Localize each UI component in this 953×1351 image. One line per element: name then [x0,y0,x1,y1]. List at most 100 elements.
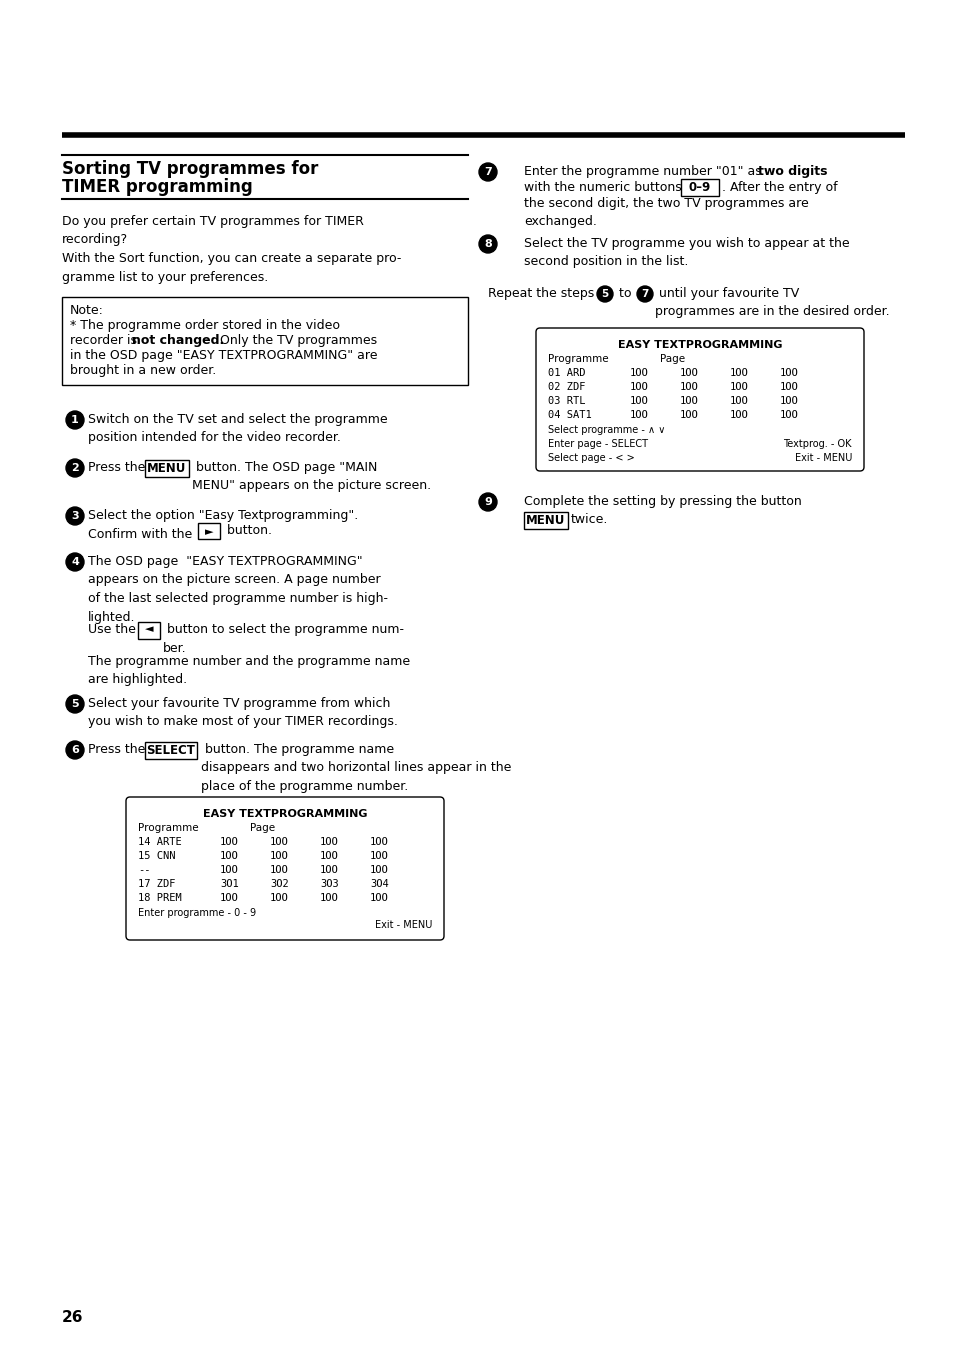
FancyBboxPatch shape [126,797,443,940]
Text: 7: 7 [483,168,492,177]
Circle shape [637,286,652,303]
Text: . After the entry of: . After the entry of [721,181,837,195]
Circle shape [597,286,613,303]
Text: 9: 9 [483,497,492,507]
Text: Programme: Programme [138,823,198,834]
Circle shape [66,694,84,713]
Text: 1OO: 1OO [780,409,798,420]
Text: Only the TV programmes: Only the TV programmes [215,334,376,347]
Text: 1OO: 1OO [629,367,648,378]
Bar [145,459,189,477]
Text: 5: 5 [71,698,79,709]
Text: 3O4: 3O4 [370,880,388,889]
Text: 14 ARTE: 14 ARTE [138,838,182,847]
Circle shape [66,507,84,526]
Text: 1OO: 1OO [679,409,698,420]
Text: Select your favourite TV programme from which
you wish to make most of your TIME: Select your favourite TV programme from … [88,697,397,728]
Text: 1OO: 1OO [319,865,338,875]
Text: button. The programme name
disappears and two horizontal lines appear in the
pla: button. The programme name disappears an… [201,743,511,793]
Text: ►: ► [205,527,213,536]
Text: 1OO: 1OO [270,838,289,847]
Text: until your favourite TV
programmes are in the desired order.: until your favourite TV programmes are i… [655,286,889,319]
Text: 1OO: 1OO [629,409,648,420]
Text: 7: 7 [640,289,648,299]
Text: two digits: two digits [758,165,826,178]
Text: to: to [615,286,635,300]
Text: Switch on the TV set and select the programme
position intended for the video re: Switch on the TV set and select the prog… [88,413,387,444]
Text: recorder is: recorder is [70,334,141,347]
Text: button. The OSD page "MAIN
MENU" appears on the picture screen.: button. The OSD page "MAIN MENU" appears… [192,461,431,493]
Text: Select the option "Easy Textprogramming".
Confirm with the: Select the option "Easy Textprogramming"… [88,509,358,540]
Text: * The programme order stored in the video: * The programme order stored in the vide… [70,319,339,332]
Text: Complete the setting by pressing the button: Complete the setting by pressing the but… [523,494,801,508]
Text: not changed.: not changed. [132,334,224,347]
Text: Enter programme - 0 - 9: Enter programme - 0 - 9 [138,908,255,917]
Text: SELECT: SELECT [147,744,195,757]
Text: 1OO: 1OO [629,396,648,407]
Text: 3O1: 3O1 [220,880,238,889]
Text: 1OO: 1OO [780,367,798,378]
Text: MENU: MENU [147,462,187,476]
Text: EASY TEXTPROGRAMMING: EASY TEXTPROGRAMMING [618,340,781,350]
Bar [523,512,567,530]
Circle shape [478,235,497,253]
Text: Select page - < >: Select page - < > [547,453,634,463]
Text: 1OO: 1OO [220,838,238,847]
Text: Press the: Press the [88,461,150,474]
Text: in the OSD page "EASY TEXTPROGRAMMING" are: in the OSD page "EASY TEXTPROGRAMMING" a… [70,349,377,362]
Text: MENU: MENU [526,513,565,527]
Bar [198,523,220,539]
Text: 1OO: 1OO [780,396,798,407]
Text: Select the TV programme you wish to appear at the
second position in the list.: Select the TV programme you wish to appe… [523,236,849,269]
Text: Enter page - SELECT: Enter page - SELECT [547,439,647,449]
Text: Page: Page [250,823,274,834]
Bar [138,621,160,639]
Text: twice.: twice. [571,513,608,526]
Text: Repeat the steps: Repeat the steps [488,286,598,300]
Text: 1OO: 1OO [270,893,289,902]
Text: Textprog. - OK: Textprog. - OK [782,439,851,449]
Text: The programme number and the programme name
are highlighted.: The programme number and the programme n… [88,655,410,686]
Text: 26: 26 [62,1310,84,1325]
Text: 1OO: 1OO [679,382,698,392]
Text: Note:: Note: [70,304,104,317]
Bar [145,742,196,759]
Text: Enter the programme number "01" as: Enter the programme number "01" as [523,165,765,178]
Text: the second digit, the two TV programmes are
exchanged.: the second digit, the two TV programmes … [523,197,808,228]
Bar [680,178,719,196]
Text: 15 CNN: 15 CNN [138,851,175,861]
Circle shape [66,411,84,430]
Text: 2: 2 [71,463,79,473]
Circle shape [478,493,497,511]
Text: Programme: Programme [547,354,608,363]
Text: 1OO: 1OO [319,893,338,902]
Text: button to select the programme num-
ber.: button to select the programme num- ber. [163,623,403,654]
Text: 1OO: 1OO [780,382,798,392]
Text: brought in a new order.: brought in a new order. [70,363,216,377]
Text: 1: 1 [71,415,79,426]
Text: 1OO: 1OO [370,893,388,902]
Text: TIMER programming: TIMER programming [62,178,253,196]
Text: 17 ZDF: 17 ZDF [138,880,175,889]
Text: 1OO: 1OO [270,865,289,875]
Text: 1OO: 1OO [270,851,289,861]
Text: 03 RTL: 03 RTL [547,396,585,407]
Text: 1OO: 1OO [220,893,238,902]
Text: Exit - MENU: Exit - MENU [794,453,851,463]
Text: 1OO: 1OO [319,851,338,861]
Text: 5: 5 [600,289,608,299]
Text: 3: 3 [71,511,79,521]
Text: 18 PREM: 18 PREM [138,893,182,902]
Text: --: -- [138,865,151,875]
Text: 3O2: 3O2 [270,880,289,889]
Text: 0–9: 0–9 [688,181,710,195]
Circle shape [478,163,497,181]
Text: 04 SAT1: 04 SAT1 [547,409,591,420]
Text: 3O3: 3O3 [319,880,338,889]
Text: 1OO: 1OO [679,367,698,378]
Text: with the numeric buttons: with the numeric buttons [523,181,685,195]
Text: 1OO: 1OO [729,382,748,392]
Text: 1OO: 1OO [319,838,338,847]
Text: 02 ZDF: 02 ZDF [547,382,585,392]
Text: 1OO: 1OO [370,851,388,861]
